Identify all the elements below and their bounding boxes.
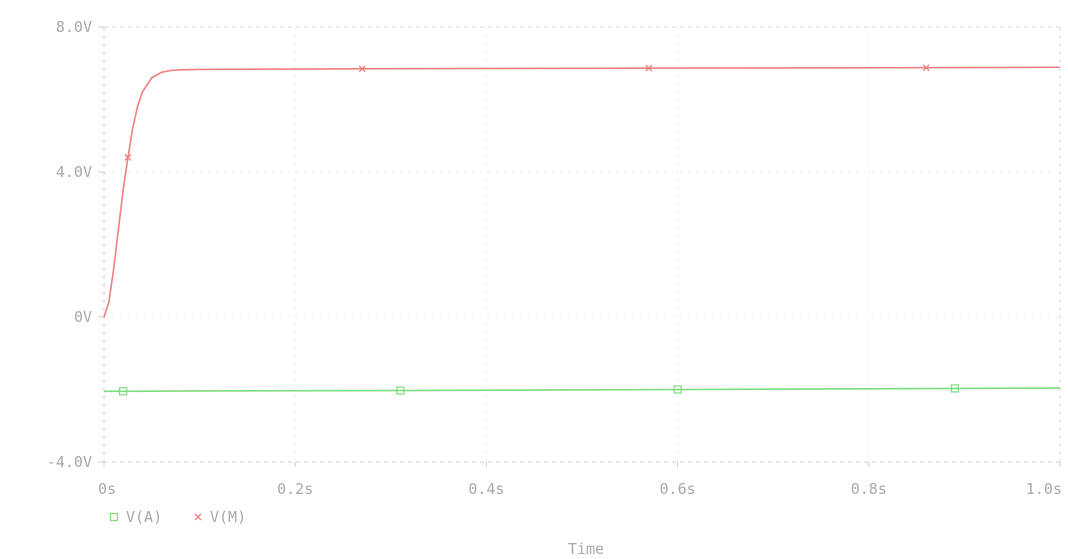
series-point [358,65,366,73]
series-point [673,385,682,394]
series-line [104,387,1061,393]
tick-labels: 8.0V 4.0V 0V -4.0V 0s 0.2s 0.4s 0.6s 0.8s 1.0s [47,18,1062,498]
legend-marker [194,513,202,521]
y-tick-label: 4.0V [56,163,92,181]
x-tick-label: 0.8s [851,480,887,498]
series-v-a [104,384,1061,396]
grid [104,26,1061,462]
y-tick-label: 8.0V [56,18,92,36]
series [103,64,1061,396]
series-line [103,66,1061,318]
series-point [119,387,128,396]
legend-item: V(M) [194,508,246,526]
x-axis-title: Time [568,540,604,558]
series-point [124,154,132,161]
axes [98,26,1061,467]
x-tick-label: 0.2s [277,480,313,498]
series-point [950,384,959,393]
series-v-m [103,64,1061,318]
y-tick-label: 0V [74,308,92,326]
x-tick-label: 0.4s [468,480,504,498]
legend-marker [109,512,119,522]
series-point [645,64,653,72]
series-point [922,64,930,72]
series-point [396,386,405,395]
legend: V(A) V(M) [109,508,246,526]
y-tick-label: -4.0V [47,453,92,471]
x-tick-label: 1.0s [1026,480,1062,498]
x-tick-label: 0.6s [660,480,696,498]
legend-label: V(A) [126,508,162,526]
legend-item: V(A) [109,508,162,526]
x-tick-label: 0s [98,480,116,498]
legend-label: V(M) [210,508,246,526]
